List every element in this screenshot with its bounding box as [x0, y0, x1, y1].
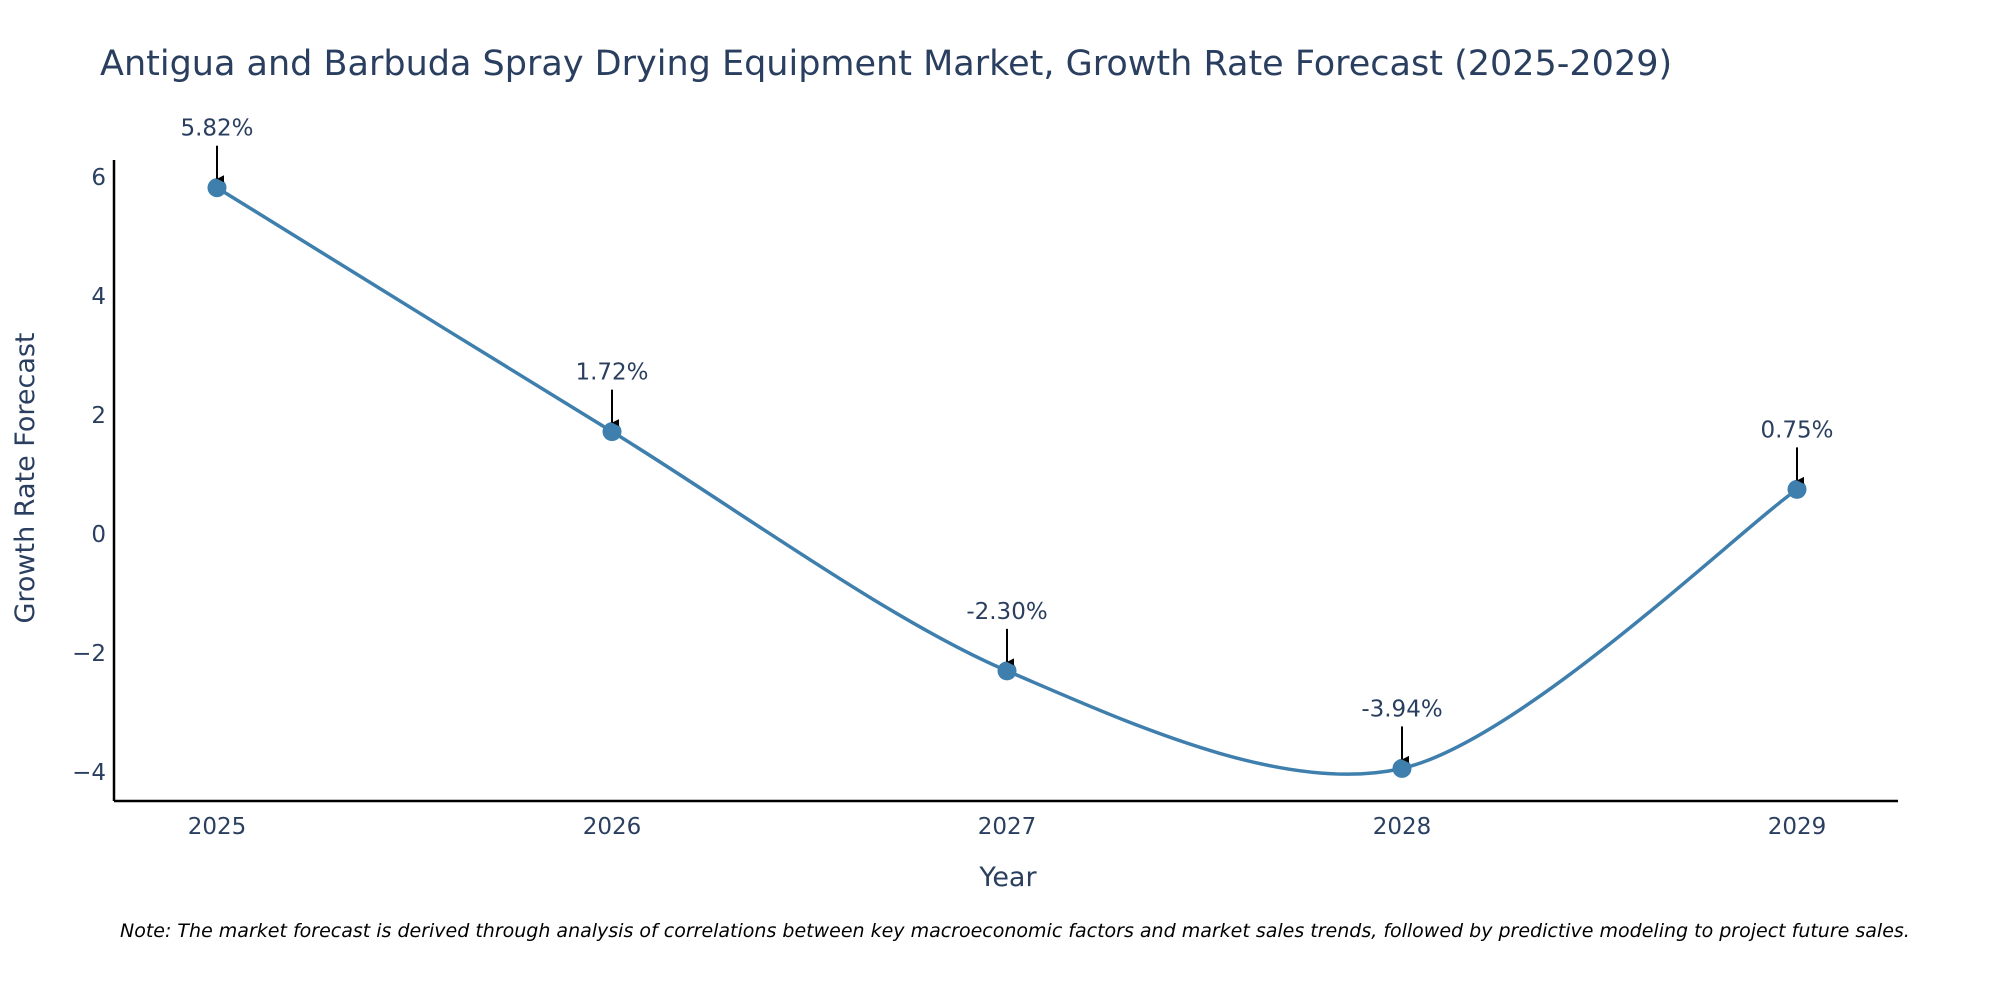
data-point[interactable]	[997, 661, 1017, 681]
x-axis-title: Year	[978, 862, 1037, 893]
x-tick-label: 2026	[583, 814, 642, 840]
series-line	[216, 186, 1799, 776]
data-label: -3.94%	[1361, 696, 1442, 722]
data-point[interactable]	[1787, 479, 1807, 499]
y-tick-label: 0	[91, 522, 106, 548]
plot-area: 6 4 2 0 −2 −4 2025 2026 2027 2028 2029 5.82% 1.72% -2…	[72, 116, 1898, 840]
x-tick-label: 2027	[978, 814, 1037, 840]
y-tick-label: −2	[72, 641, 106, 667]
footnote: Note: The market forecast is derived thr…	[120, 920, 1910, 942]
x-tick-label: 2028	[1373, 814, 1432, 840]
x-tick-label: 2025	[188, 814, 247, 840]
y-tick-label: 6	[91, 165, 106, 191]
data-point[interactable]	[207, 178, 227, 198]
data-point[interactable]	[1392, 758, 1412, 778]
chart-title: Antigua and Barbuda Spray Drying Equipme…	[100, 44, 1673, 84]
data-label: 1.72%	[575, 360, 648, 386]
y-tick-label: 4	[91, 284, 106, 310]
data-label: -2.30%	[966, 599, 1047, 625]
data-point[interactable]	[602, 422, 622, 442]
data-label: 0.75%	[1760, 417, 1833, 443]
y-axis-title: Growth Rate Forecast	[10, 332, 41, 623]
x-tick-label: 2029	[1768, 814, 1827, 840]
data-label: 5.82%	[180, 116, 253, 142]
y-tick-label: 2	[91, 403, 106, 429]
y-tick-label: −4	[72, 760, 106, 786]
